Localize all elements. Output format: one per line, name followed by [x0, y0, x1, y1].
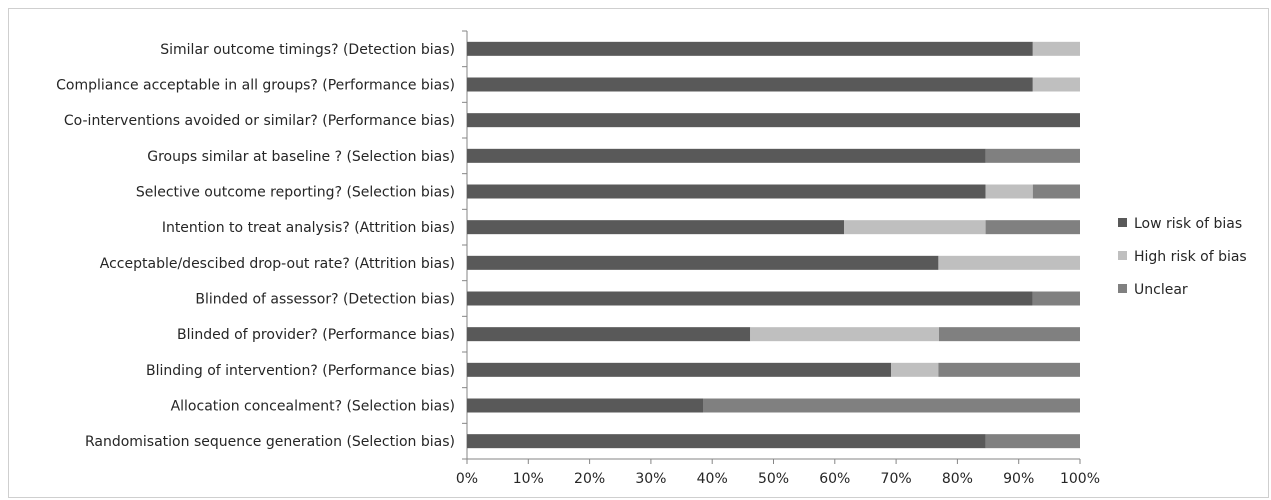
bar-segment-unclear: [1032, 291, 1080, 306]
chart-frame: 0% 10% 20% 30% 40% 50% 60% 70% 80% 90% 100% Similar…: [8, 8, 1269, 498]
bar-segment-unclear: [1032, 184, 1080, 199]
bar-segment-low-risk-of-bias: [467, 113, 1080, 128]
x-tick-label: 50%: [758, 471, 789, 487]
x-tick-label: 90%: [1003, 471, 1034, 487]
bar-segment-unclear: [985, 434, 1080, 449]
bar-segment-low-risk-of-bias: [467, 41, 1033, 56]
x-tick-label: 60%: [819, 471, 850, 487]
bar-segment-high-risk-of-bias: [938, 255, 1080, 270]
bar-segment-low-risk-of-bias: [467, 398, 704, 413]
category-label: Intention to treat analysis? (Attrition …: [162, 220, 455, 236]
category-label: Acceptable/descibed drop-out rate? (Attr…: [100, 256, 455, 272]
x-tick-label: 20%: [574, 471, 605, 487]
risk-of-bias-chart: 0% 10% 20% 30% 40% 50% 60% 70% 80% 90% 100% Similar…: [56, 30, 1247, 487]
bar-segment-unclear: [985, 220, 1080, 235]
bar-segment-unclear: [938, 362, 1080, 377]
x-tick-label: 10%: [513, 471, 544, 487]
category-label: Allocation concealment? (Selection bias): [171, 399, 455, 415]
category-label: Selective outcome reporting? (Selection …: [136, 185, 455, 201]
category-label: Blinded of provider? (Performance bias): [177, 327, 455, 343]
bar-segment-unclear: [703, 398, 1080, 413]
x-tick-label: 70%: [881, 471, 912, 487]
bar-segment-low-risk-of-bias: [467, 434, 986, 449]
bar-segment-high-risk-of-bias: [985, 184, 1033, 199]
bar-segment-low-risk-of-bias: [467, 148, 986, 163]
legend-swatch: [1118, 284, 1127, 293]
legend-label: Low risk of bias: [1134, 216, 1242, 232]
bar-segment-low-risk-of-bias: [467, 220, 844, 235]
x-tick-label: 100%: [1060, 471, 1100, 487]
x-tick-label: 80%: [942, 471, 973, 487]
legend-label: Unclear: [1134, 282, 1188, 298]
bar-segment-low-risk-of-bias: [467, 184, 986, 199]
bar-segment-low-risk-of-bias: [467, 327, 751, 342]
legend-swatch: [1118, 251, 1127, 260]
bar-segment-low-risk-of-bias: [467, 77, 1033, 92]
x-tick-label: 30%: [635, 471, 666, 487]
category-label: Compliance acceptable in all groups? (Pe…: [56, 78, 455, 94]
bar-segment-high-risk-of-bias: [843, 220, 986, 235]
category-label: Blinding of intervention? (Performance b…: [146, 363, 455, 379]
x-tick-label: 40%: [697, 471, 728, 487]
legend-label: High risk of bias: [1134, 249, 1247, 265]
bar-segment-unclear: [985, 148, 1080, 163]
legend-swatch: [1118, 218, 1127, 227]
x-tick-label: 0%: [456, 471, 478, 487]
bar-segment-high-risk-of-bias: [1032, 77, 1080, 92]
bar-segment-low-risk-of-bias: [467, 255, 939, 270]
category-label: Randomisation sequence generation (Selec…: [85, 434, 455, 450]
category-label: Co-interventions avoided or similar? (Pe…: [64, 113, 455, 129]
bar-segment-high-risk-of-bias: [891, 362, 939, 377]
bar-segment-high-risk-of-bias: [1032, 41, 1080, 56]
bar-segment-unclear: [939, 327, 1080, 342]
category-label: Similar outcome timings? (Detection bias…: [160, 42, 455, 58]
bar-segment-high-risk-of-bias: [750, 327, 940, 342]
category-label: Groups similar at baseline ? (Selection …: [147, 149, 455, 165]
bar-segment-low-risk-of-bias: [467, 362, 892, 377]
bar-segment-low-risk-of-bias: [467, 291, 1033, 306]
category-label: Blinded of assessor? (Detection bias): [195, 292, 455, 308]
